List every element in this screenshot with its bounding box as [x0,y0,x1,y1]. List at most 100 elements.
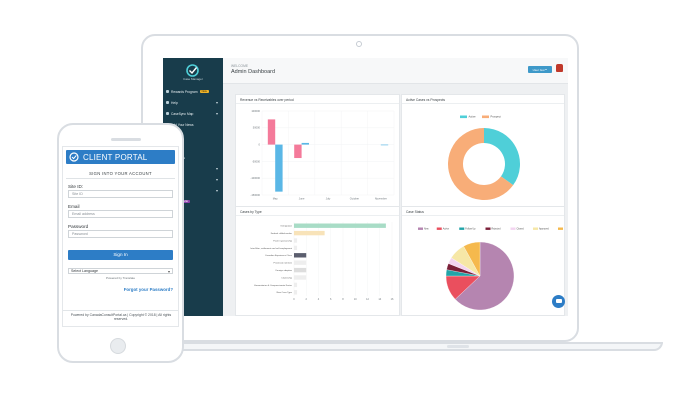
case-status-pie-chart: New Active Follow Up Rejected Closed Approved… [418,227,563,311]
language-select[interactable]: Select Language [68,268,173,274]
invite-badge: Invite [179,200,190,203]
x-tick-label: June [299,197,305,201]
site-id-input[interactable]: Site ID [68,190,173,198]
sidebar-item-icon [166,90,169,93]
legend-swatch [459,227,465,230]
legend-swatch [510,227,516,230]
x-tick-label: 12 [366,298,369,301]
phone-speaker [111,138,141,141]
user-menu-button[interactable]: User Gui [528,66,552,73]
chevron-down-icon [168,270,170,273]
panel-divider [236,215,399,216]
y-tick-label: Foster sponsorship [273,239,292,242]
sidebar-item-label: Rewards Program [171,89,198,94]
language-select-value: Select Language [71,269,98,273]
legend-label: Follow Up [465,229,476,231]
sidebar-item[interactable]: Help [166,97,222,108]
new-badge: New [199,90,209,93]
sidebar-item-label: CaseSync Map [171,111,194,116]
sidebar-logo-text: Case Manager [183,77,203,81]
legend-swatch [418,227,423,230]
sidebar-item-icon [166,101,169,104]
footer-divider [63,310,178,311]
y-tick-label: -50000 [252,159,261,163]
client-portal-screen: CLIENT PORTAL SIGN INTO YOUR ACCOUNT Sit… [62,146,179,327]
client-portal-footer: Powered by CanadaConsultPortal.ca | Copy… [70,313,172,322]
legend-swatch [436,227,442,230]
bar [294,144,302,159]
sign-in-button[interactable]: Sign In [68,250,173,260]
panel-divider [402,215,564,216]
client-portal-title: CLIENT PORTAL [83,153,148,162]
case-status-panel: Case Status New Active Follow Up Rejected Cl… [401,206,565,316]
notification-bell-icon[interactable] [556,64,563,72]
sign-in-heading: SIGN INTO YOUR ACCOUNT [89,171,152,176]
page-title: Admin Dashboard [231,69,276,75]
bar [294,267,307,273]
client-portal-logo-icon [69,152,79,162]
case-manager-logo-icon [186,64,199,77]
x-tick-label: 10 [354,298,357,301]
revenue-chart: 100000 50000 0 -50000 -100000 -150000 May June J… [250,109,395,201]
bar [380,144,389,146]
chevron-down-icon [216,101,218,104]
bar [294,230,325,236]
y-tick-label: New Case Type [277,292,293,294]
welcome-text: WELCOME [231,64,249,68]
legend-swatch [482,115,489,119]
bar [294,245,298,251]
bar [294,253,307,258]
legend-swatch [485,227,491,230]
y-tick-label: Immigration [281,225,293,228]
legend-label: Rejected [492,228,502,231]
email-field[interactable]: Email address [68,210,173,218]
cases-by-type-chart: 0 2 4 6 8 10 12 14 16 Immigration Federal skilled … [250,222,394,301]
x-tick-label: 0 [293,298,295,301]
sidebar-item-label: Help [171,100,178,105]
y-tick-label: Humanitarian & Compassionate Factor [254,284,292,287]
x-tick-label: November [375,197,387,201]
sidebar-item[interactable]: CaseSync Map [166,108,222,119]
bar [294,260,307,265]
active-cases-panel: Active Cases vs Prospects Active Prospect [401,94,565,212]
legend-label: Active [469,115,477,119]
cases-by-type-panel-title: Cases by Type [240,210,262,214]
bar [294,290,298,295]
bar [294,275,307,280]
donut-slice [484,128,520,186]
chat-icon[interactable] [552,295,565,308]
pie-slice [455,241,515,311]
y-tick-label: Federal skilled worker [271,232,293,235]
admin-dashboard-screen: Case Manager Rewards Program New Help CaseS… [163,58,568,316]
bar [301,142,309,145]
x-tick-label: 16 [391,298,394,301]
active-cases-donut-chart: Active Prospect [448,115,520,200]
forgot-password-link[interactable]: Forgot your Password? [123,287,173,292]
sidebar-item[interactable]: Rewards Program New [166,86,222,97]
laptop-base [105,342,663,351]
sidebar-item-label: Add Your News [171,122,194,127]
x-tick-label: 2 [306,298,308,301]
x-tick-label: May [273,197,279,201]
y-tick-label: Canadian Experience Class [265,254,293,257]
y-tick-label: 0 [259,143,261,147]
bar [294,282,298,288]
site-id-label: Site ID: [68,184,84,189]
divider [66,178,175,179]
case-status-panel-title: Case Status [406,210,424,214]
y-tick-label: -100000 [250,176,260,180]
y-tick-label: Citizenship [281,276,292,279]
chevron-down-icon [545,69,548,70]
y-tick-label: Inter-Mun, settlement and self-employmen… [250,247,292,250]
legend-label: Active [443,228,450,231]
password-field[interactable]: Password [68,230,173,238]
x-tick-label: October [350,197,359,201]
y-tick-label: -150000 [250,193,260,197]
cases-by-type-panel: Cases by Type 0 2 4 6 8 10 12 14 16 Immigration Fe… [235,206,400,316]
revenue-panel-title: Revenue vs Receivables over period [240,98,294,102]
y-tick-label: 50000 [253,126,261,130]
client-portal-header: CLIENT PORTAL [66,150,175,164]
bar [294,223,386,228]
user-menu-label: User Gui [532,67,545,72]
